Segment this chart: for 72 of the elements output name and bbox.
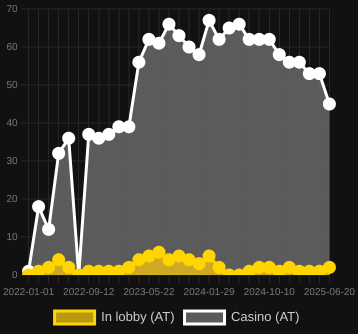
point [212,260,226,274]
point [92,132,106,145]
point [302,67,316,80]
point [52,253,66,266]
point [302,264,316,275]
point [192,48,206,62]
x-tick-label: 2023-05-22 [123,286,175,298]
point [172,29,186,42]
y-tick-label: 60 [6,42,18,53]
point [322,260,336,274]
point [242,264,256,275]
point [42,260,56,274]
point [82,128,96,141]
point [292,264,306,275]
point [202,14,216,27]
point [282,56,296,69]
point [42,222,56,236]
point [162,253,176,266]
point [62,132,76,145]
point [282,260,296,274]
point [242,32,256,46]
point [232,18,246,31]
point [172,250,186,262]
x-tick-label: 2022-01-01 [3,286,55,298]
point [162,18,176,31]
point [152,246,166,259]
point [292,56,306,69]
x-tick-label: 2022-09-12 [63,286,115,298]
y-tick-label: 0 [12,270,18,281]
point [272,264,286,275]
point [142,250,156,262]
point [52,146,66,160]
point [102,128,116,141]
point [82,264,96,275]
point [32,200,46,214]
x-tick-label: 2025-06-20 [304,286,356,298]
y-tick-label: 30 [6,156,18,167]
point [142,32,156,46]
point [62,260,76,274]
y-tick-label: 40 [6,118,18,129]
point [182,253,196,266]
point [252,32,266,46]
point [102,264,116,275]
legend-label: Casino (AT) [231,309,300,324]
point [202,250,216,262]
point [252,260,266,274]
point [272,48,286,62]
x-tick-label: 2024-01-29 [184,286,236,298]
point [122,120,136,134]
point [262,32,276,46]
y-tick-label: 10 [6,232,18,243]
y-tick-label: 50 [6,80,18,91]
y-tick-label: 70 [6,4,18,15]
y-tick-label: 20 [6,194,18,205]
point [32,264,46,275]
point [222,22,236,34]
point [112,264,126,275]
point [212,32,226,46]
point [132,253,146,266]
point [192,257,206,270]
point [312,67,326,80]
point [92,264,106,275]
point [322,98,336,110]
point [122,260,136,274]
point [182,40,196,54]
point [262,260,276,274]
x-tick-label: 2024-10-10 [244,286,296,298]
legend-label: In lobby (AT) [101,309,175,324]
point [112,120,126,134]
point [312,264,326,275]
point [132,56,146,69]
point [152,36,166,50]
